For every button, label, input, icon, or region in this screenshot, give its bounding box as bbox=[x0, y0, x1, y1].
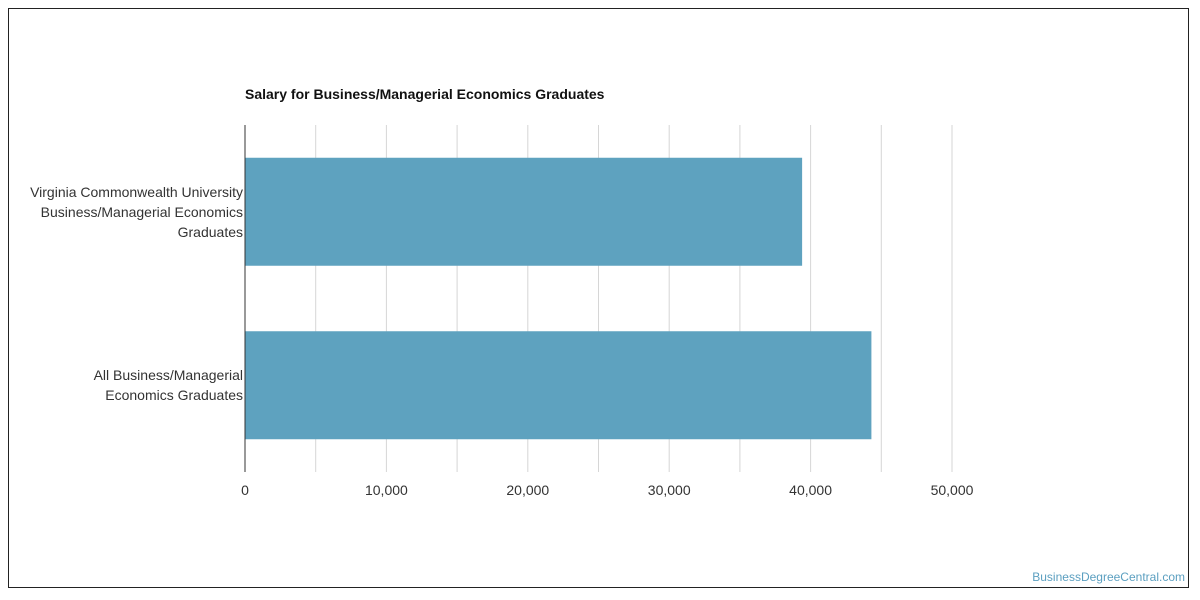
x-tick-label: 40,000 bbox=[789, 482, 832, 498]
category-label-line: Economics Graduates bbox=[105, 387, 243, 404]
bar-1 bbox=[245, 331, 872, 440]
category-label-line: Virginia Commonwealth University bbox=[30, 183, 243, 200]
category-label-line: Business/Managerial Economics bbox=[40, 203, 243, 220]
category-label-vcu: Virginia Commonwealth University Business… bbox=[3, 182, 243, 242]
category-label-all: All Business/Managerial Economics Graduat… bbox=[3, 365, 243, 405]
bar-0 bbox=[245, 157, 803, 266]
category-label-line: Graduates bbox=[177, 223, 243, 240]
x-tick-label: 0 bbox=[241, 482, 249, 498]
watermark-link[interactable]: BusinessDegreeCentral.com bbox=[1032, 570, 1185, 584]
x-tick-label: 30,000 bbox=[648, 482, 691, 498]
x-tick-label: 50,000 bbox=[931, 482, 974, 498]
category-label-line: All Business/Managerial bbox=[93, 367, 243, 384]
chart-title: Salary for Business/Managerial Economics… bbox=[245, 86, 605, 102]
x-tick-label: 20,000 bbox=[506, 482, 549, 498]
x-tick-label: 10,000 bbox=[365, 482, 408, 498]
